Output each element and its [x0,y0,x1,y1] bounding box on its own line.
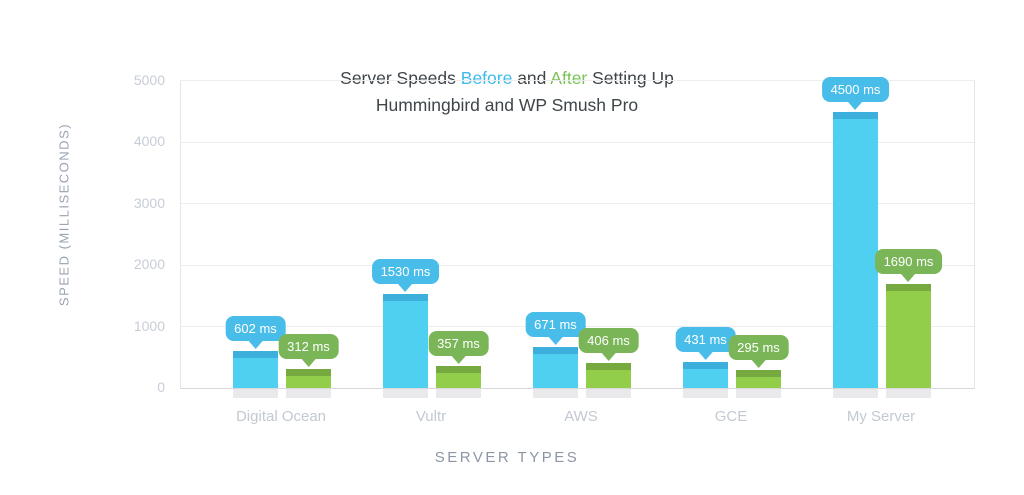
bar-cap-after-my-server [886,284,931,291]
gridline-4000 [181,141,974,143]
y-tick-label-1000: 1000 [133,317,165,334]
gridline-3000 [181,203,974,205]
value-label-before-gce: 431 ms [675,327,736,352]
value-label-before-vultr: 1530 ms [371,259,440,284]
bar-before-gce [683,362,728,388]
chart-title-line2: Hummingbird and WP Smush Pro [375,95,639,115]
title-before-word: Before [460,68,513,88]
x-tick-labels: Digital Ocean Vultr AWS GCE My Server [180,408,973,428]
bar-cap-before-vultr [383,294,428,301]
bar-base-shadow-vultr [383,389,428,398]
bar-after-gce [736,370,781,388]
y-tick-label-0: 0 [157,379,165,395]
x-axis-label: SERVER TYPES [434,449,580,466]
title-text: and [512,68,551,88]
bar-after-vultr [436,366,481,388]
bar-base-shadow-aws [533,389,578,398]
chart-title: Server Speeds Before and After Setting U… [0,65,1014,119]
bar-base-shadow-digital-ocean [233,389,278,398]
bar-before-my-server [833,112,878,388]
bar-before-vultr [383,294,428,388]
bar-cap-before-digital-ocean [233,351,278,358]
bar-base-shadow-gce [736,389,781,398]
value-label-before-aws: 671 ms [525,312,586,337]
y-tick-label-5000: 5000 [133,72,165,88]
x-tick-label-my-server: My Server [846,408,916,425]
bar-before-digital-ocean [233,351,278,388]
value-label-after-vultr: 357 ms [428,331,489,356]
title-text: Server Speeds [340,68,461,88]
x-tick-label-aws: AWS [564,408,598,425]
bar-base-shadow-my-server [886,389,931,398]
bar-cap-after-aws [586,363,631,370]
value-label-before-my-server: 4500 ms [821,77,890,102]
bar-cap-before-aws [533,347,578,354]
bar-base-shadow-digital-ocean [286,389,331,398]
bar-after-my-server [886,284,931,388]
x-tick-label-digital-ocean: Digital Ocean [235,408,327,425]
chart-title-line1: Server Speeds Before and After Setting U… [0,65,1014,92]
bar-cap-after-digital-ocean [286,369,331,376]
value-label-after-my-server: 1690 ms [874,249,943,274]
bar-base-shadow-gce [683,389,728,398]
title-after-word: After [550,68,588,88]
bar-base-shadow-aws [586,389,631,398]
bar-before-aws [533,347,578,388]
x-tick-label-gce: GCE [714,408,748,425]
bar-after-digital-ocean [286,369,331,388]
bar-cap-before-my-server [833,112,878,119]
y-tick-labels: 0 1000 2000 3000 4000 5000 [0,72,167,395]
value-label-after-gce: 295 ms [728,335,789,360]
y-tick-label-4000: 4000 [133,133,165,150]
y-tick-label-3000: 3000 [133,194,165,211]
x-tick-label-vultr: Vultr [415,408,447,425]
bar-cap-after-gce [736,370,781,377]
gridline-2000 [181,264,974,266]
y-tick-label-2000: 2000 [133,256,165,273]
plot-area: 602 ms 312 ms 1530 ms 357 ms 671 ms 406 ms 431… [180,77,975,398]
bar-cap-before-gce [683,362,728,369]
bar-after-aws [586,363,631,388]
bar-base-shadow-my-server [833,389,878,398]
value-label-after-digital-ocean: 312 ms [278,334,339,359]
bar-base-shadow-vultr [436,389,481,398]
title-text: Setting Up [587,68,674,88]
value-label-before-digital-ocean: 602 ms [225,316,286,341]
value-label-after-aws: 406 ms [578,328,639,353]
bar-cap-after-vultr [436,366,481,373]
